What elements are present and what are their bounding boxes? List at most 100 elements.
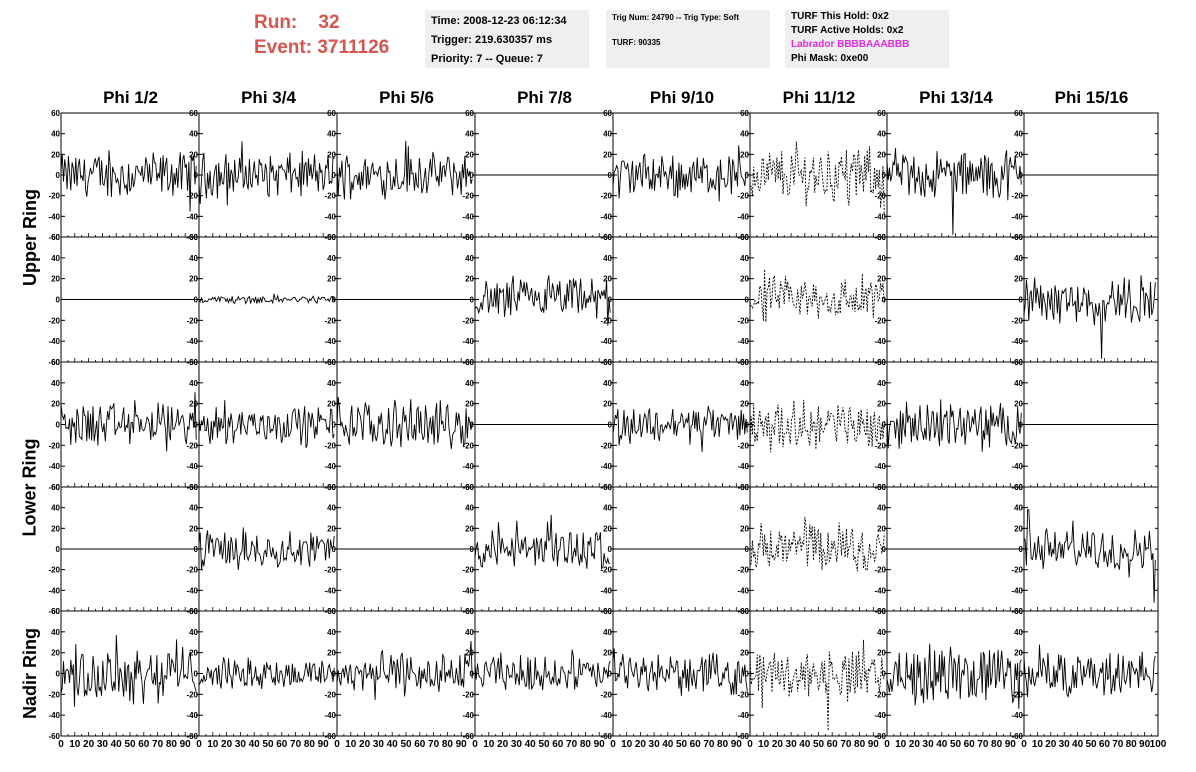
y-tick-label: 60: [603, 109, 612, 118]
y-tick-label: 0: [56, 296, 61, 305]
x-tick-label: 20: [1045, 739, 1057, 750]
y-tick-label: 60: [465, 358, 474, 367]
x-tick-label: 40: [1072, 739, 1084, 750]
x-tick-label: 30: [373, 739, 385, 750]
y-tick-label: -40: [874, 711, 886, 720]
y-tick-label: 0: [332, 296, 337, 305]
y-tick-label: 60: [51, 233, 60, 242]
panel-frame: [60, 610, 200, 737]
y-tick-label: -40: [186, 337, 198, 346]
column-header-1: Phi 1/2: [103, 88, 158, 107]
waveform-trace: [474, 514, 611, 571]
x-tick-label: 40: [662, 739, 674, 750]
y-tick-label: 40: [1014, 504, 1023, 513]
x-tick-label: 70: [152, 739, 164, 750]
y-tick-label: -60: [600, 732, 612, 741]
y-tick-label: -40: [462, 462, 474, 471]
y-tick-label: 60: [51, 358, 60, 367]
y-tick-label: 40: [51, 628, 60, 637]
y-tick-label: 40: [877, 379, 886, 388]
y-tick-label: 0: [470, 421, 475, 430]
y-tick-label: 60: [603, 358, 612, 367]
y-tick-label: 20: [1014, 150, 1023, 159]
y-tick-label: -20: [324, 566, 336, 575]
y-tick-label: 0: [332, 171, 337, 180]
x-tick-label: 30: [511, 739, 523, 750]
y-tick-label: -40: [324, 337, 336, 346]
x-tick-label: 0: [472, 739, 478, 750]
waveform-trace: [1023, 644, 1156, 698]
y-tick-label: -40: [48, 711, 60, 720]
y-tick-label: 40: [51, 379, 60, 388]
y-tick-label: -40: [737, 462, 749, 471]
waveform-trace: [612, 405, 748, 452]
y-tick-label: 0: [56, 670, 61, 679]
y-tick-label: 60: [327, 607, 336, 616]
y-tick-label: -60: [48, 607, 60, 616]
y-tick-label: -60: [48, 483, 60, 492]
y-tick-label: -20: [737, 192, 749, 201]
y-tick-label: 60: [327, 233, 336, 242]
y-tick-label: 40: [189, 254, 198, 263]
panel-frame: [749, 361, 888, 488]
y-tick-label: -40: [874, 212, 886, 221]
y-tick-label: -60: [737, 732, 749, 741]
y-tick-label: 0: [194, 296, 199, 305]
y-tick-label: -40: [462, 337, 474, 346]
y-tick-label: -40: [737, 586, 749, 595]
y-tick-label: 40: [189, 379, 198, 388]
x-tick-label: 60: [414, 739, 426, 750]
x-tick-label: 40: [249, 739, 261, 750]
x-tick-label: 10: [207, 739, 219, 750]
x-tick-label: 10: [69, 739, 81, 750]
y-tick-label: 20: [327, 150, 336, 159]
x-tick-label: 10: [758, 739, 770, 750]
run-label: Run:: [254, 12, 298, 33]
x-tick-label: 80: [1126, 739, 1138, 750]
y-tick-label: -20: [48, 192, 60, 201]
y-tick-label: 40: [1014, 130, 1023, 139]
y-tick-label: 40: [189, 130, 198, 139]
y-tick-label: 40: [603, 379, 612, 388]
phi-mask-text: Phi Mask: 0xe00: [791, 53, 869, 64]
y-tick-label: 0: [332, 670, 337, 679]
y-tick-label: 40: [603, 628, 612, 637]
x-tick-label: 40: [799, 739, 811, 750]
y-tick-label: 20: [465, 400, 474, 409]
y-tick-label: 0: [882, 545, 887, 554]
y-tick-label: -40: [324, 462, 336, 471]
run-value: 32: [318, 12, 340, 33]
y-tick-label: -40: [874, 586, 886, 595]
y-tick-label: 20: [877, 649, 886, 658]
panel-nadir-col4: 60 40 20 0 -20 -40 -60: [462, 607, 614, 741]
x-tick-label: 0: [334, 739, 340, 750]
waveform-trace: [336, 397, 473, 449]
y-tick-label: 60: [189, 607, 198, 616]
x-tick-label: 60: [827, 739, 839, 750]
y-tick-label: -20: [324, 441, 336, 450]
y-tick-label: 60: [740, 358, 749, 367]
y-tick-label: -40: [600, 711, 612, 720]
y-tick-label: -20: [600, 441, 612, 450]
x-tick-label: 30: [649, 739, 661, 750]
panel-nadir-col5: 60 40 20 0 -20 -40 -60: [600, 607, 751, 741]
y-tick-label: -20: [186, 566, 198, 575]
y-tick-label: 0: [470, 296, 475, 305]
waveform-trace: [60, 634, 197, 707]
y-tick-label: 60: [877, 483, 886, 492]
y-tick-label: -20: [462, 566, 474, 575]
trig-text: Trig Num: 24790 -- Trig Type: Soft: [612, 13, 739, 22]
y-tick-label: -40: [186, 586, 198, 595]
x-tick-label: 70: [977, 739, 989, 750]
y-tick-label: -60: [874, 732, 886, 741]
panel-nadir-col8: 60 40 20 0 -20 -40 -60: [1011, 607, 1159, 741]
